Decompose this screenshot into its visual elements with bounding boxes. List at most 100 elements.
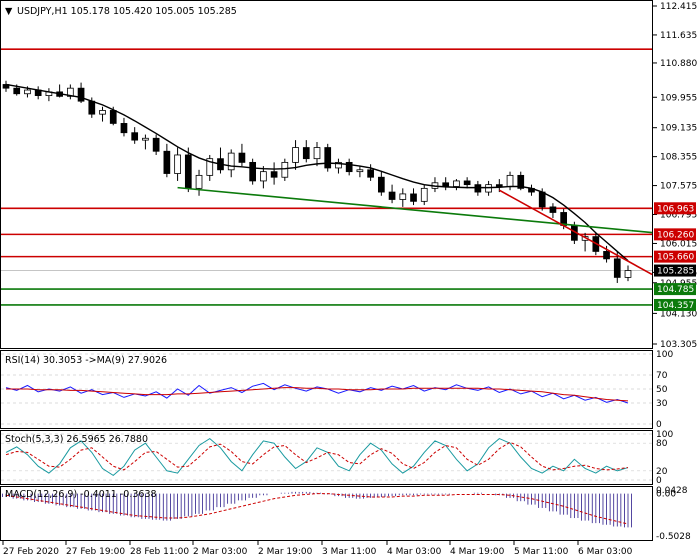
time-tick-label: 2 Mar 03:00 bbox=[193, 547, 248, 557]
candle-body bbox=[517, 174, 525, 189]
level-price-tag bbox=[654, 202, 696, 215]
macd-signal-line bbox=[5, 493, 629, 525]
candle-body bbox=[474, 184, 482, 193]
level-price-tag bbox=[654, 228, 696, 241]
candle-body bbox=[120, 123, 128, 134]
green-trendline bbox=[177, 186, 653, 234]
price-tick-label: 106.015 bbox=[660, 239, 697, 249]
price-tick-label: 110.880 bbox=[660, 59, 697, 69]
price-tick-label: 109.135 bbox=[660, 124, 697, 134]
candle-body bbox=[281, 161, 289, 178]
indicator-series-line bbox=[5, 437, 629, 477]
time-tick-label: 27 Feb 2020 bbox=[3, 547, 59, 557]
chart-title-marker-icon[interactable]: ▼ bbox=[5, 6, 13, 17]
current-price-label: 105.285 bbox=[657, 267, 694, 277]
candle-body bbox=[99, 110, 106, 115]
macd-tick-label: 0.0428 bbox=[656, 486, 688, 496]
rsi-tick-label: 50 bbox=[656, 385, 668, 395]
candle-body bbox=[66, 87, 74, 97]
candle-body bbox=[624, 270, 632, 278]
candle-body bbox=[174, 154, 181, 174]
candle-body bbox=[163, 150, 171, 174]
price-tick-label: 112.415 bbox=[660, 2, 697, 12]
candle-body bbox=[206, 158, 214, 176]
candle-body bbox=[603, 251, 610, 260]
candle-body bbox=[538, 191, 546, 208]
price-panel[interactable] bbox=[0, 0, 653, 349]
candle-body bbox=[463, 180, 471, 186]
level-label: 106.963 bbox=[657, 204, 694, 214]
stoch-panel[interactable] bbox=[0, 430, 653, 485]
time-tick-label: 27 Feb 19:00 bbox=[66, 547, 125, 557]
stoch-tick-label: 0 bbox=[656, 476, 662, 486]
time-tick-label: 2 Mar 19:00 bbox=[258, 547, 313, 557]
level-label: 104.785 bbox=[657, 285, 694, 295]
stoch-tick-label: 80 bbox=[656, 439, 668, 449]
indicator-series-line bbox=[5, 382, 629, 404]
indicator-series-line bbox=[5, 441, 629, 471]
stoch-label: Stoch(5,3,3) 26.5965 26.7880 bbox=[5, 434, 148, 445]
time-tick-label: 6 Mar 03:00 bbox=[578, 547, 633, 557]
macd-label: MACD(12,26,9) -0.4011 -0.3638 bbox=[5, 489, 157, 500]
candle-body bbox=[399, 193, 407, 200]
rsi-panel[interactable] bbox=[0, 350, 653, 429]
candle-body bbox=[549, 206, 557, 213]
level-label: 105.660 bbox=[657, 253, 694, 263]
rsi-tick-label: 100 bbox=[656, 350, 673, 360]
rsi-tick-label: 0 bbox=[656, 420, 662, 430]
candle-body bbox=[613, 258, 621, 278]
time-tick-label: 3 Mar 11:00 bbox=[322, 547, 377, 557]
stoch-tick-label: 20 bbox=[656, 467, 668, 477]
candle-body bbox=[302, 147, 310, 160]
price-tick-label: 107.575 bbox=[660, 182, 697, 192]
candle-body bbox=[410, 193, 417, 202]
candle-body bbox=[77, 87, 85, 102]
rsi-tick-label: 70 bbox=[656, 371, 668, 381]
price-tick-label: 103.305 bbox=[660, 340, 697, 350]
price-tick-label: 111.635 bbox=[660, 31, 697, 41]
candle-body bbox=[152, 137, 160, 152]
candle-body bbox=[142, 137, 149, 141]
candle-body bbox=[184, 154, 192, 189]
time-tick-label: 4 Mar 03:00 bbox=[387, 547, 442, 557]
candle-body bbox=[367, 169, 374, 178]
level-label: 106.260 bbox=[657, 230, 694, 240]
candle-body bbox=[506, 174, 514, 187]
macd-tick-label: -0.5028 bbox=[656, 532, 691, 542]
current-price-tag bbox=[654, 264, 696, 277]
candle-body bbox=[377, 176, 385, 193]
candle-body bbox=[292, 147, 299, 163]
candle-body bbox=[131, 132, 139, 141]
candle-body bbox=[453, 180, 460, 187]
price-tick-label: 106.795 bbox=[660, 211, 697, 221]
candle-body bbox=[324, 147, 332, 169]
level-price-tag bbox=[654, 283, 696, 296]
candle-body bbox=[88, 100, 96, 115]
candle-body bbox=[420, 187, 428, 202]
candle-body bbox=[345, 161, 353, 173]
candle-body bbox=[109, 110, 117, 124]
candle-body bbox=[388, 191, 396, 200]
indicator-series-line bbox=[6, 387, 629, 402]
candle-body bbox=[13, 87, 21, 95]
candle-body bbox=[249, 161, 257, 182]
stoch-tick-label: 100 bbox=[656, 430, 673, 440]
candle-body bbox=[313, 147, 321, 160]
level-price-tag bbox=[654, 250, 696, 263]
red-trendline bbox=[498, 189, 653, 276]
candle-body bbox=[442, 182, 450, 187]
rsi-label: RSI(14) 30.3053 ->MA(9) 27.9026 bbox=[5, 355, 167, 366]
candle-body bbox=[195, 174, 203, 189]
price-tick-label: 104.130 bbox=[660, 309, 697, 319]
candle-body bbox=[356, 169, 364, 173]
candle-body bbox=[227, 152, 235, 171]
time-tick-label: 28 Feb 11:00 bbox=[130, 547, 189, 557]
candle-body bbox=[485, 184, 492, 193]
macd-panel[interactable] bbox=[0, 486, 653, 541]
candle-body bbox=[24, 89, 31, 95]
level-label: 104.357 bbox=[657, 301, 694, 311]
candle-body bbox=[335, 161, 342, 169]
candle-body bbox=[270, 171, 278, 178]
